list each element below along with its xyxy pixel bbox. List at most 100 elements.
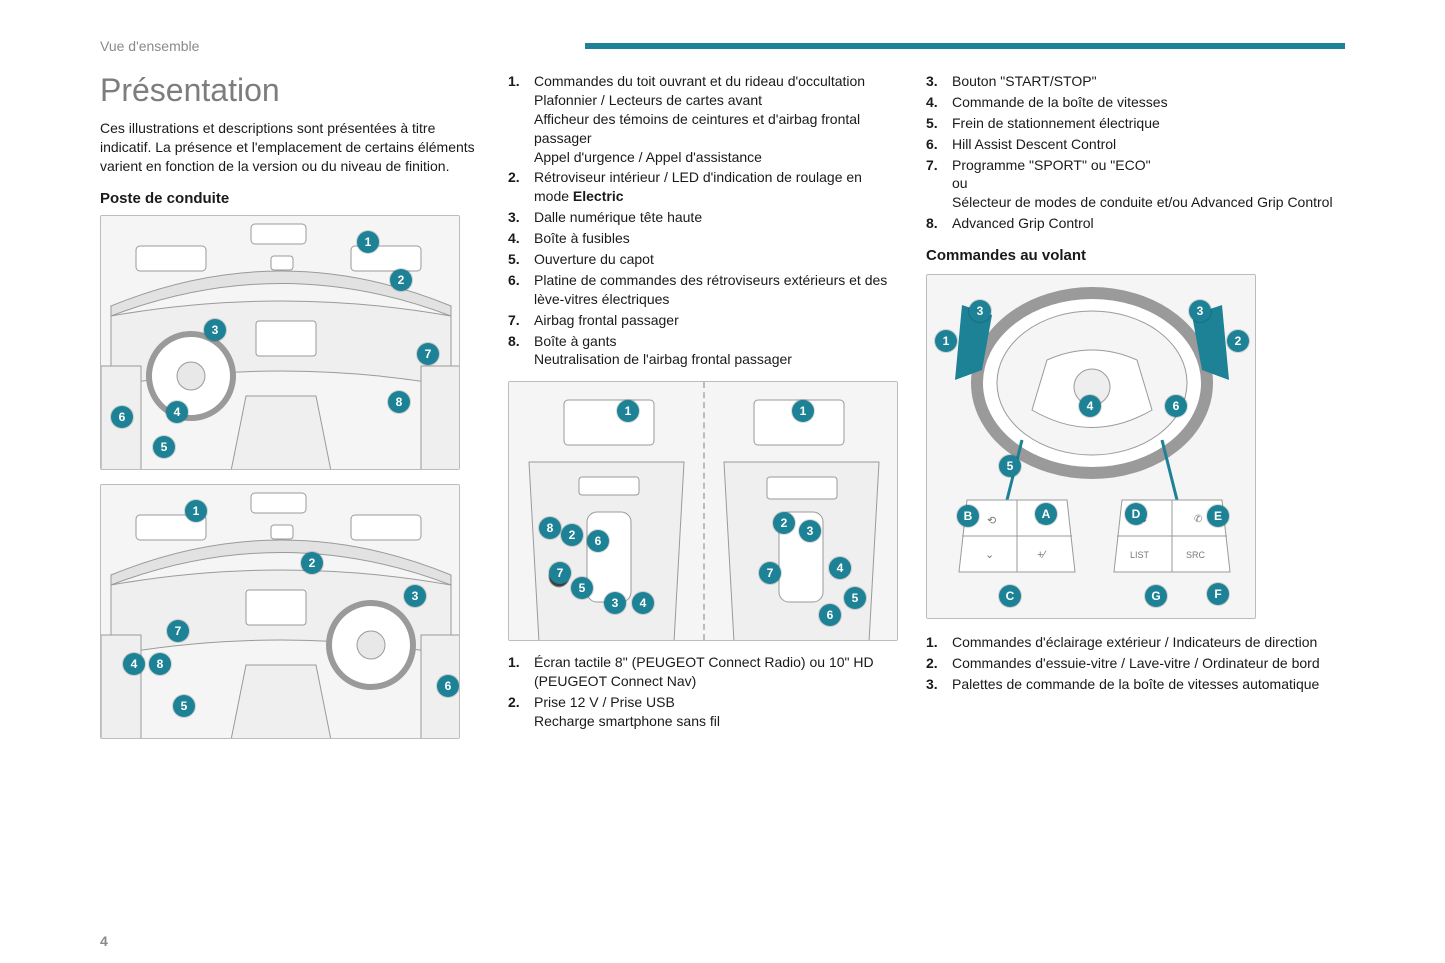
callout-marker: 3 [204, 319, 226, 341]
list-item-number: 3. [926, 72, 952, 91]
list-item-number: 5. [508, 250, 534, 269]
list-item-number: 1. [508, 72, 534, 166]
callout-marker: 7 [167, 620, 189, 642]
list-item-number: 2. [926, 654, 952, 673]
column-middle: 1.Commandes du toit ouvrant et du rideau… [508, 72, 898, 747]
page-number: 4 [100, 933, 108, 949]
list-item-number: 4. [926, 93, 952, 112]
callout-marker: 3 [1189, 300, 1211, 322]
list-item-number: 7. [926, 156, 952, 213]
list-item: 3.Palettes de commande de la boîte de vi… [926, 675, 1345, 694]
header-rule [585, 43, 1345, 49]
svg-text:✆: ✆ [1194, 514, 1202, 525]
list-item: 8.Advanced Grip Control [926, 214, 1345, 233]
list-item-text: Platine de commandes des rétroviseurs ex… [534, 271, 898, 309]
center-console-list-b: 3.Bouton "START/STOP"4.Commande de la bo… [926, 72, 1345, 233]
figure-dashboard-lhd: 12378465 [100, 215, 460, 470]
callout-marker: G [1145, 585, 1167, 607]
list-item-number: 3. [508, 208, 534, 227]
list-item-number: 7. [508, 311, 534, 330]
list-item-number: 1. [926, 633, 952, 652]
list-item-text: Programme "SPORT" ou "ECO"ouSélecteur de… [952, 156, 1345, 213]
list-item: 5.Ouverture du capot [508, 250, 898, 269]
callout-marker: 3 [969, 300, 991, 322]
list-item-text: Écran tactile 8" (PEUGEOT Connect Radio)… [534, 653, 898, 691]
list-item: 1.Commandes d'éclairage extérieur / Indi… [926, 633, 1345, 652]
list-item-number: 8. [926, 214, 952, 233]
list-item: 2.Commandes d'essuie-vitre / Lave-vitre … [926, 654, 1345, 673]
list-item-text: Ouverture du capot [534, 250, 898, 269]
list-item-number: 4. [508, 229, 534, 248]
list-item-number: 2. [508, 168, 534, 206]
list-item-text: Airbag frontal passager [534, 311, 898, 330]
callout-marker: 4 [166, 401, 188, 423]
callout-marker: 5 [153, 436, 175, 458]
list-item-text: Palettes de commande de la boîte de vite… [952, 675, 1345, 694]
callout-marker: 2 [390, 269, 412, 291]
callout-marker: 2 [301, 552, 323, 574]
callout-marker: B [957, 505, 979, 527]
list-item: 1.Écran tactile 8" (PEUGEOT Connect Radi… [508, 653, 898, 691]
list-item-number: 6. [926, 135, 952, 154]
center-console-list-a: 1.Écran tactile 8" (PEUGEOT Connect Radi… [508, 653, 898, 731]
list-item-text: Bouton "START/STOP" [952, 72, 1345, 91]
list-item-number: 3. [926, 675, 952, 694]
list-item-text: Commande de la boîte de vitesses [952, 93, 1345, 112]
list-item-text: Prise 12 V / Prise USBRecharge smartphon… [534, 693, 898, 731]
list-item-text: Frein de stationnement électrique [952, 114, 1345, 133]
list-item-text: Boîte à gantsNeutralisation de l'airbag … [534, 332, 898, 370]
list-item-text: Dalle numérique tête haute [534, 208, 898, 227]
svg-text:SRC: SRC [1186, 550, 1206, 560]
figure-center-console: 182675341234756 [508, 381, 898, 641]
list-item-text: Rétroviseur intérieur / LED d'indication… [534, 168, 898, 206]
callout-marker: 4 [1079, 395, 1101, 417]
callout-marker: 6 [437, 675, 459, 697]
list-item: 7.Airbag frontal passager [508, 311, 898, 330]
callout-marker: 3 [404, 585, 426, 607]
callout-marker: 1 [185, 500, 207, 522]
callout-marker: A [1035, 503, 1057, 525]
figure-dashboard-rhd: 12374856 [100, 484, 460, 739]
list-item: 4.Commande de la boîte de vitesses [926, 93, 1345, 112]
callout-marker: E [1207, 505, 1229, 527]
figure-steering-wheel: ⟲ ● ⌄ +⁄ ⇕ ✆ LIST SRC 1332456BACDEGF [926, 274, 1256, 619]
list-item: 3.Bouton "START/STOP" [926, 72, 1345, 91]
svg-text:⌄: ⌄ [985, 549, 994, 561]
list-item: 4.Boîte à fusibles [508, 229, 898, 248]
callout-marker: 4 [123, 653, 145, 675]
callout-marker: C [999, 585, 1021, 607]
callout-marker: 8 [149, 653, 171, 675]
callout-marker: 1 [357, 231, 379, 253]
list-item-number: 8. [508, 332, 534, 370]
callout-marker: D [1125, 503, 1147, 525]
svg-text:LIST: LIST [1130, 550, 1150, 560]
driving-position-list: 1.Commandes du toit ouvrant et du rideau… [508, 72, 898, 369]
list-item-text: Hill Assist Descent Control [952, 135, 1345, 154]
callout-marker: 2 [1227, 330, 1249, 352]
page-title: Présentation [100, 72, 480, 109]
steering-list: 1.Commandes d'éclairage extérieur / Indi… [926, 633, 1345, 694]
svg-text:⟲: ⟲ [987, 515, 996, 527]
steering-heading: Commandes au volant [926, 247, 1345, 264]
column-left: Présentation Ces illustrations et descri… [100, 72, 480, 747]
list-item-text: Boîte à fusibles [534, 229, 898, 248]
list-item-number: 6. [508, 271, 534, 309]
list-item: 6.Hill Assist Descent Control [926, 135, 1345, 154]
list-item: 3.Dalle numérique tête haute [508, 208, 898, 227]
list-item-text: Commandes du toit ouvrant et du rideau d… [534, 72, 898, 166]
section-label: Vue d'ensemble [100, 38, 199, 54]
callout-marker: 7 [417, 343, 439, 365]
list-item: 5.Frein de stationnement électrique [926, 114, 1345, 133]
column-right: 3.Bouton "START/STOP"4.Commande de la bo… [926, 72, 1345, 747]
list-item: 2.Rétroviseur intérieur / LED d'indicati… [508, 168, 898, 206]
list-item: 8.Boîte à gantsNeutralisation de l'airba… [508, 332, 898, 370]
list-item-number: 5. [926, 114, 952, 133]
list-item-text: Commandes d'éclairage extérieur / Indica… [952, 633, 1345, 652]
callout-marker: 6 [1165, 395, 1187, 417]
callout-marker: 5 [999, 455, 1021, 477]
callout-marker: 8 [388, 391, 410, 413]
figure-divider [703, 382, 705, 640]
intro-text: Ces illustrations et descriptions sont p… [100, 119, 480, 176]
callout-marker: 1 [935, 330, 957, 352]
list-item: 1.Commandes du toit ouvrant et du rideau… [508, 72, 898, 166]
